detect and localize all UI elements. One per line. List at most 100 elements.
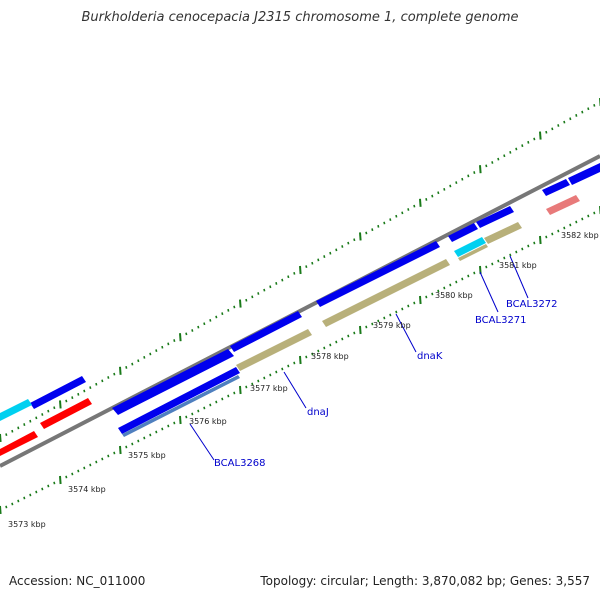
minor-tick <box>95 382 98 386</box>
map-title: Burkholderia cenocepacia J2315 chromosom… <box>81 10 519 25</box>
gene-arrow[interactable] <box>0 399 32 421</box>
minor-tick <box>101 379 104 383</box>
minor-tick <box>503 256 506 260</box>
minor-tick <box>383 221 386 225</box>
gene-arrow[interactable] <box>316 241 440 307</box>
minor-tick <box>545 130 548 134</box>
gene-arrow[interactable] <box>322 259 450 327</box>
minor-tick <box>245 298 248 302</box>
minor-tick <box>593 103 596 107</box>
minor-tick <box>389 218 392 221</box>
minor-tick <box>263 288 266 292</box>
minor-tick <box>497 259 500 263</box>
minor-tick <box>341 337 344 341</box>
minor-tick <box>563 226 566 230</box>
gene-arrow[interactable] <box>118 367 240 434</box>
minor-tick <box>383 316 386 320</box>
kbp-label: 3577 kbp <box>250 384 288 393</box>
minor-tick <box>233 305 236 309</box>
minor-tick <box>467 274 470 278</box>
kbp-label: 3574 kbp <box>68 485 106 494</box>
minor-tick <box>407 304 410 308</box>
minor-tick <box>365 231 368 235</box>
minor-tick <box>521 247 524 251</box>
major-tick <box>59 400 62 409</box>
minor-tick <box>401 211 404 215</box>
forward-strand-genes <box>0 163 600 421</box>
major-tick <box>539 131 542 140</box>
minor-tick <box>353 331 356 335</box>
minor-tick <box>323 255 326 258</box>
minor-tick <box>275 282 278 285</box>
minor-tick <box>11 429 14 433</box>
gene-arrow[interactable] <box>542 179 570 196</box>
minor-tick <box>473 171 476 174</box>
gene-label[interactable]: BCAL3271 <box>475 315 527 326</box>
minor-tick <box>101 457 104 461</box>
minor-tick <box>257 292 260 295</box>
minor-tick <box>365 325 368 329</box>
minor-tick <box>143 436 146 440</box>
gene-arrow[interactable] <box>30 376 86 409</box>
gene-arrow[interactable] <box>458 244 488 261</box>
gene-arrow[interactable] <box>546 195 580 215</box>
major-tick <box>239 299 242 308</box>
minor-tick <box>167 342 170 346</box>
minor-tick <box>485 164 488 168</box>
minor-tick <box>203 322 206 326</box>
minor-tick <box>107 454 110 458</box>
gene-label[interactable]: dnaJ <box>307 407 329 418</box>
gene-arrow[interactable] <box>230 311 302 352</box>
minor-tick <box>173 339 176 342</box>
minor-tick <box>77 392 80 396</box>
gene-arrow[interactable] <box>122 375 240 437</box>
minor-tick <box>29 419 32 423</box>
minor-tick <box>287 364 290 368</box>
minor-tick <box>65 475 68 479</box>
minor-tick <box>137 359 140 363</box>
gene-arrow[interactable] <box>448 223 478 242</box>
minor-tick <box>449 283 452 287</box>
gene-arrow[interactable] <box>40 398 92 429</box>
minor-tick <box>95 460 98 464</box>
chromosome-backbone <box>0 154 600 468</box>
minor-tick <box>503 154 506 158</box>
minor-tick <box>35 416 38 420</box>
minor-tick <box>575 114 578 117</box>
minor-tick <box>521 144 524 148</box>
minor-tick <box>269 285 272 289</box>
minor-tick <box>587 107 590 111</box>
major-tick <box>359 232 362 241</box>
minor-tick <box>467 174 470 178</box>
minor-tick <box>305 265 308 269</box>
minor-tick <box>575 220 578 224</box>
gene-arrow[interactable] <box>484 222 522 244</box>
minor-tick <box>227 308 230 312</box>
gene-arrow[interactable] <box>0 431 38 456</box>
minor-tick <box>425 198 428 201</box>
minor-tick <box>227 394 230 398</box>
gene-arrow[interactable] <box>568 163 600 185</box>
gene-arrow[interactable] <box>112 349 234 415</box>
gene-arrow[interactable] <box>236 329 312 371</box>
minor-tick <box>281 367 284 371</box>
gene-arrow[interactable] <box>476 206 514 228</box>
minor-tick <box>17 499 20 503</box>
minor-tick <box>71 472 74 476</box>
gene-arrow[interactable] <box>454 237 486 257</box>
minor-tick <box>509 151 512 154</box>
minor-tick <box>149 352 152 356</box>
gene-label[interactable]: dnaK <box>417 351 443 362</box>
minor-tick <box>185 332 188 336</box>
minor-tick <box>527 140 530 144</box>
minor-tick <box>497 157 500 161</box>
minor-tick <box>401 307 404 311</box>
minor-tick <box>143 355 146 359</box>
minor-tick <box>197 325 200 329</box>
gene-label[interactable]: BCAL3272 <box>506 299 558 310</box>
minor-tick <box>113 451 116 455</box>
gene-label[interactable]: BCAL3268 <box>214 458 266 469</box>
major-tick <box>0 505 2 515</box>
minor-tick <box>191 329 194 332</box>
